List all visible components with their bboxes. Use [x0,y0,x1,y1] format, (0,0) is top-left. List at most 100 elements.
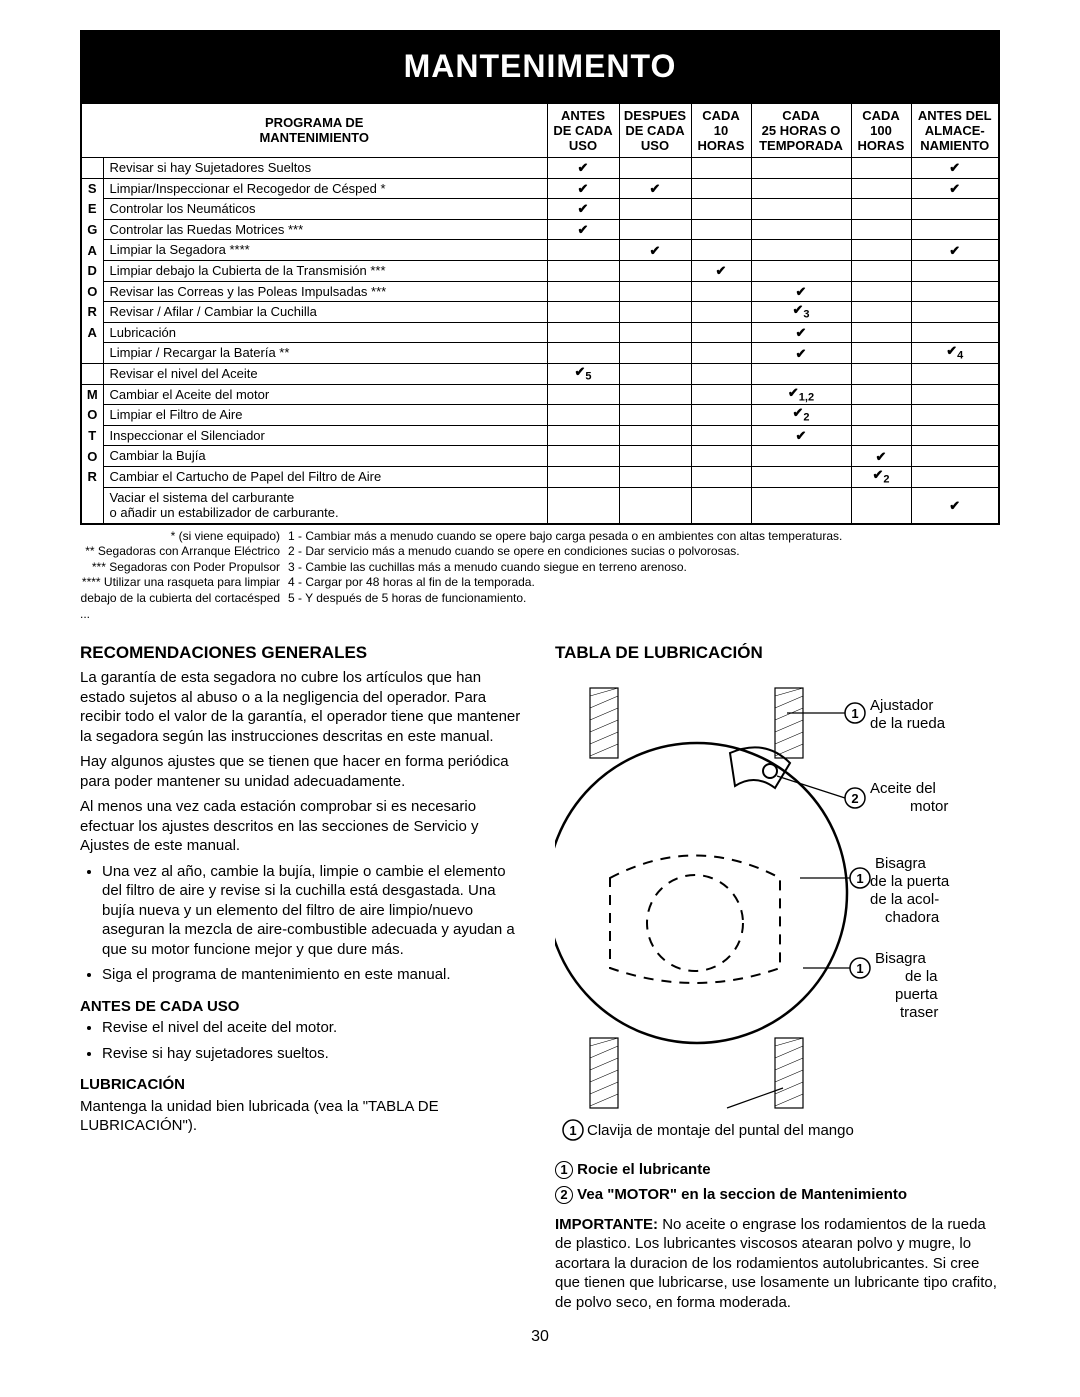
fn-r-3: 4 - Cargar por 48 horas al fin de la tem… [288,575,1000,591]
svg-text:2: 2 [851,791,858,806]
task-cell: Revisar si hay Sujetadores Sueltos [103,158,547,179]
check-cell [619,466,691,487]
check-cell: ✔ [911,240,999,261]
check-cell [619,219,691,240]
check-cell [547,446,619,467]
col-hdr-0: ANTES DE CADA USO [547,103,619,158]
check-cell [911,384,999,405]
svg-text:1: 1 [856,961,863,976]
check-cell [619,425,691,446]
fn-l-0: * (si viene equipado) [80,529,280,545]
page-banner: MANTENIMENTO [80,30,1000,103]
right-column: TABLA DE LUBRICACIÓN [555,642,1000,1318]
svg-text:Bisagra: Bisagra [875,855,927,872]
table-row: DLimpiar debajo la Cubierta de la Transm… [81,260,999,281]
fn-l-2: *** Segadoras con Poder Propulsor [80,560,280,576]
table-row: SLimpiar/Inspeccionar el Recogedor de Cé… [81,178,999,199]
lub-p: Mantenga la unidad bien lubricada (vea l… [80,1097,525,1136]
check-cell [691,322,751,343]
check-cell [691,281,751,302]
svg-text:Bisagra: Bisagra [875,950,927,967]
check-cell [547,425,619,446]
task-cell: Inspeccionar el Silenciador [103,425,547,446]
check-cell [911,466,999,487]
side-letter [81,487,103,524]
check-cell [751,260,851,281]
diag-lbl-1: Ajustador [870,697,933,714]
svg-text:1: 1 [856,871,863,886]
check-cell [751,219,851,240]
check-cell [691,178,751,199]
check-cell [619,322,691,343]
side-letter: O [81,446,103,467]
task-cell: Controlar las Ruedas Motrices *** [103,219,547,240]
table-row: Revisar si hay Sujetadores Sueltos✔✔ [81,158,999,179]
content-columns: RECOMENDACIONES GENERALES La garantía de… [80,642,1000,1318]
check-cell [911,281,999,302]
check-cell [547,281,619,302]
antes-li2: Revise si hay sujetadores sueltos. [102,1044,525,1064]
check-cell [691,240,751,261]
check-cell: ✔ [751,322,851,343]
check-cell: ✔2 [751,405,851,426]
check-cell [619,199,691,220]
check-cell [547,240,619,261]
check-cell [547,487,619,524]
check-cell: ✔ [911,158,999,179]
side-letter: S [81,178,103,199]
check-cell [691,446,751,467]
antes-heading: ANTES DE CADA USO [80,997,525,1017]
tabla-heading: TABLA DE LUBRICACIÓN [555,642,1000,664]
check-cell: ✔ [547,158,619,179]
check-cell [851,322,911,343]
check-cell [911,219,999,240]
check-cell [619,158,691,179]
check-cell [691,405,751,426]
check-cell [751,363,851,384]
task-cell: Cambiar el Cartucho de Papel del Filtro … [103,466,547,487]
side-letter: D [81,260,103,281]
check-cell: ✔ [751,281,851,302]
table-row: Limpiar / Recargar la Batería **✔✔4 [81,343,999,364]
side-letter: R [81,466,103,487]
check-cell [619,302,691,323]
table-title: PROGRAMA DE MANTENIMIENTO [81,103,547,158]
table-row: ALubricación✔ [81,322,999,343]
check-cell [691,466,751,487]
check-cell [851,405,911,426]
fn-r-4: 5 - Y después de 5 horas de funcionamien… [288,591,1000,607]
importante-label: IMPORTANTE: [555,1216,658,1233]
rec-p1: La garantía de esta segadora no cubre lo… [80,668,525,746]
svg-text:puerta: puerta [895,986,938,1003]
check-cell [911,363,999,384]
check-cell [911,199,999,220]
check-cell: ✔ [691,260,751,281]
table-row: OLimpiar el Filtro de Aire✔2 [81,405,999,426]
fn-r-2: 3 - Cambie las cuchillas más a menudo cu… [288,560,1000,576]
check-cell: ✔ [751,425,851,446]
side-letter: A [81,240,103,261]
fn-l-4: debajo de la cubierta del cortacésped [80,591,280,607]
check-cell: ✔ [619,240,691,261]
left-column: RECOMENDACIONES GENERALES La garantía de… [80,642,525,1318]
check-cell [851,219,911,240]
check-cell [911,425,999,446]
task-cell: Limpiar el Filtro de Aire [103,405,547,426]
check-cell: ✔3 [751,302,851,323]
check-cell [911,405,999,426]
svg-text:de la: de la [905,968,938,985]
task-cell: Cambiar la Bujía [103,446,547,467]
check-cell [911,302,999,323]
check-cell [547,260,619,281]
check-cell [547,322,619,343]
check-cell [691,219,751,240]
side-letter: M [81,384,103,405]
svg-text:traser: traser [900,1004,938,1021]
check-cell [619,343,691,364]
table-row: RCambiar el Cartucho de Papel del Filtro… [81,466,999,487]
check-cell: ✔ [911,487,999,524]
check-cell [691,363,751,384]
side-letter: E [81,199,103,220]
task-cell: Cambiar el Aceite del motor [103,384,547,405]
footnotes: * (si viene equipado)1 - Cambiar más a m… [80,529,1000,623]
